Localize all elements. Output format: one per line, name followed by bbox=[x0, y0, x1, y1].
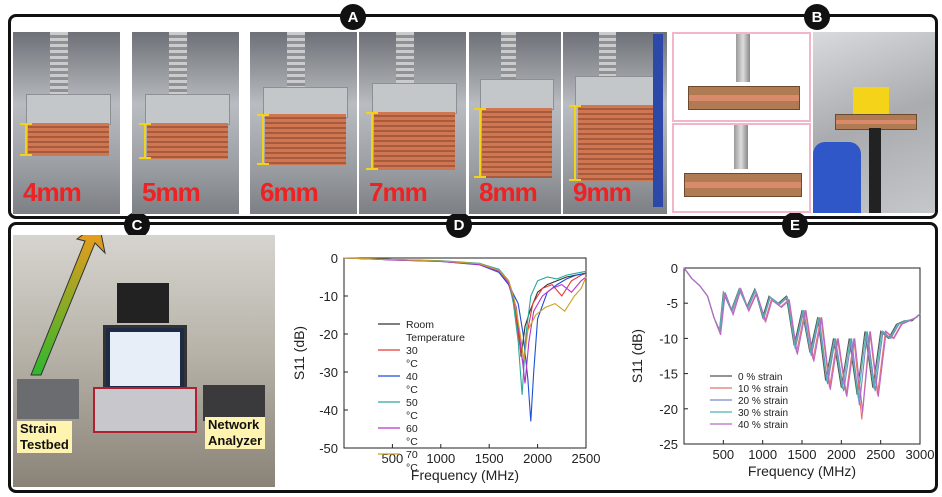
strain-photo-8mm: 8mm bbox=[469, 32, 561, 214]
testbed-device bbox=[17, 379, 79, 419]
legend-label: 40 % strain bbox=[738, 420, 788, 431]
panel-badge-b: B bbox=[804, 4, 830, 30]
legend-label: 20 % strain bbox=[738, 396, 788, 407]
strain-photo-6mm: 6mm bbox=[250, 32, 357, 214]
panel-badge-d: D bbox=[446, 212, 472, 238]
y-tick-label: -15 bbox=[659, 367, 678, 382]
x-tick-label: 500 bbox=[382, 451, 404, 466]
x-tick-label: 2000 bbox=[827, 447, 856, 462]
legend-label: 10 % strain bbox=[738, 384, 788, 395]
legend-label-line: °C bbox=[406, 436, 418, 448]
legend-label-line: 30 bbox=[406, 345, 418, 357]
legend-label-line: °C bbox=[406, 358, 418, 370]
series-line bbox=[683, 267, 921, 413]
antenna-photo-bottom bbox=[672, 123, 811, 213]
ruler bbox=[653, 34, 663, 207]
strain-label: 5mm bbox=[142, 177, 201, 207]
x-tick-label: 2000 bbox=[523, 451, 552, 466]
y-tick-label: -25 bbox=[659, 437, 678, 452]
legend-label-line: °C bbox=[406, 462, 418, 474]
setup-photo: Strain Testbed Network Analyzer bbox=[13, 235, 275, 487]
legend-label: 0 % strain bbox=[738, 372, 782, 383]
x-axis-label: Frequency (MHz) bbox=[748, 463, 856, 479]
plot-frame bbox=[343, 257, 587, 449]
panel-c-frame bbox=[8, 222, 938, 493]
network-analyzer-label: Network Analyzer bbox=[205, 417, 266, 449]
legend-label: 30 % strain bbox=[738, 408, 788, 419]
y-tick-label: -10 bbox=[659, 331, 678, 346]
series-line bbox=[343, 257, 587, 384]
strain-label: 7mm bbox=[369, 177, 428, 207]
series-line bbox=[343, 257, 587, 361]
y-tick-label: -40 bbox=[319, 403, 338, 418]
x-tick-label: 1000 bbox=[426, 451, 455, 466]
y-tick-label: 0 bbox=[331, 251, 338, 266]
x-tick-label: 1500 bbox=[788, 447, 817, 462]
y-tick-label: -20 bbox=[319, 327, 338, 342]
x-tick-label: 2500 bbox=[866, 447, 895, 462]
cable bbox=[869, 128, 881, 213]
series-line bbox=[683, 267, 921, 399]
series-line bbox=[343, 257, 587, 395]
legend-label-line: 50 bbox=[406, 397, 418, 409]
x-tick-label: 1000 bbox=[748, 447, 777, 462]
x-tick-label: 2500 bbox=[572, 451, 601, 466]
strain-testbed-label: Strain Testbed bbox=[17, 421, 72, 453]
chart-d: 500 1000 1500 2000 2500 0 -10 -20 -30 -40 -50 Frequ… bbox=[291, 251, 601, 483]
series-line bbox=[343, 257, 587, 422]
strain-photo-5mm: 5mm bbox=[132, 32, 239, 214]
legend-label-line: 70 bbox=[406, 449, 418, 461]
y-axis-label: S11 (dB) bbox=[629, 329, 645, 383]
legend-label-line: °C bbox=[406, 410, 418, 422]
y-tick-label: -10 bbox=[319, 289, 338, 304]
chart-e: 500 1000 1500 2000 2500 3000 0 -5 -10 -15 -20 -25 Fr… bbox=[629, 261, 935, 479]
x-axis-label: Frequency (MHz) bbox=[411, 467, 519, 483]
legend-label-line: Room bbox=[406, 319, 434, 331]
glove bbox=[813, 142, 861, 213]
y-tick-label: -30 bbox=[319, 365, 338, 380]
strain-photo-7mm: 7mm bbox=[359, 32, 466, 214]
strain-photo-9mm: 9mm bbox=[563, 32, 667, 214]
strain-label: 6mm bbox=[260, 177, 319, 207]
y-tick-label: -5 bbox=[666, 296, 678, 311]
legend-label-line: 60 bbox=[406, 423, 418, 435]
panel-a-frame bbox=[8, 14, 938, 219]
plot-frame bbox=[683, 267, 921, 445]
legend-label-line: °C bbox=[406, 384, 418, 396]
monitor bbox=[117, 283, 169, 323]
x-tick-label: 3000 bbox=[906, 447, 935, 462]
series-line bbox=[343, 257, 587, 357]
panel-badge-a: A bbox=[340, 4, 366, 30]
network-analyzer-device bbox=[203, 385, 265, 421]
y-tick-label: -50 bbox=[319, 441, 338, 456]
antenna-photo-top bbox=[672, 32, 811, 122]
testbed-arrow bbox=[30, 235, 106, 376]
laptop-base bbox=[93, 387, 197, 433]
x-tick-label: 1500 bbox=[475, 451, 504, 466]
y-tick-label: -20 bbox=[659, 402, 678, 417]
series-line bbox=[343, 257, 587, 365]
legend-label-line: 40 bbox=[406, 371, 418, 383]
strain-photo-4mm: 4mm bbox=[13, 32, 120, 214]
y-tick-label: 0 bbox=[671, 261, 678, 276]
heated-antenna-photo bbox=[813, 32, 935, 213]
panel-badge-e: E bbox=[782, 212, 808, 238]
y-axis-label: S11 (dB) bbox=[291, 326, 307, 380]
strain-label: 8mm bbox=[479, 177, 538, 207]
strain-label: 4mm bbox=[23, 177, 82, 207]
x-tick-label: 500 bbox=[712, 447, 734, 462]
strain-label: 9mm bbox=[573, 177, 632, 207]
heater-pad bbox=[853, 87, 889, 115]
panel-badge-c: C bbox=[124, 212, 150, 238]
legend-label-line: Temperature bbox=[406, 332, 465, 344]
